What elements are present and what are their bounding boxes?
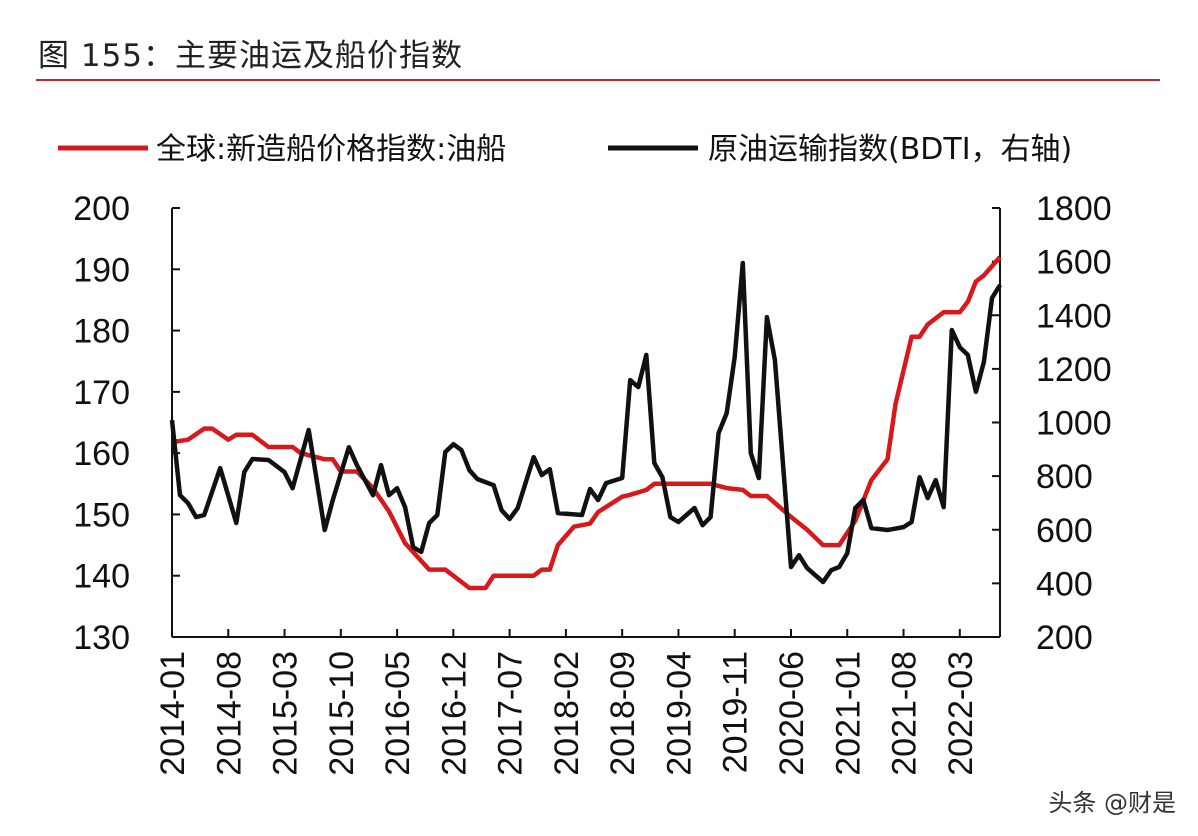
title-divider	[36, 79, 1160, 81]
x-tick-label: 2016-05	[379, 651, 417, 776]
left-tick-label: 190	[73, 251, 130, 289]
x-tick-label: 2021-01	[829, 651, 867, 776]
x-tick-label: 2015-10	[323, 651, 361, 776]
right-tick-label: 1400	[1036, 297, 1112, 335]
x-tick-label: 2014-08	[210, 651, 248, 776]
x-tick-label: 2019-11	[717, 651, 755, 773]
chart-title: 图 155：主要油运及船价指数	[38, 38, 464, 74]
left-tick-label: 180	[73, 313, 130, 351]
right-tick-label: 800	[1036, 458, 1093, 496]
left-tick-label: 150	[73, 496, 130, 534]
right-tick-label: 1800	[1036, 190, 1112, 228]
x-tick-label: 2017-07	[492, 651, 530, 776]
right-tick-label: 400	[1036, 565, 1093, 603]
x-tick-label: 2019-04	[660, 651, 698, 776]
legend-label-bdti: 原油运输指数(BDTI，右轴)	[708, 132, 1072, 167]
legend-label-newbuild-price: 全球:新造船价格指数:油船	[156, 132, 506, 167]
x-tick-label: 2020-06	[773, 651, 811, 776]
x-tick-label: 2018-09	[604, 651, 642, 776]
right-tick-label: 1000	[1036, 405, 1112, 443]
x-tick-label: 2021-08	[886, 651, 924, 776]
right-tick-label: 1200	[1036, 351, 1112, 389]
x-tick-label: 2014-01	[154, 651, 192, 776]
series-line-newbuild-price	[171, 255, 1002, 591]
watermark: 头条 @财是	[1048, 789, 1176, 817]
left-tick-label: 140	[73, 558, 130, 596]
left-tick-label: 130	[73, 619, 130, 657]
series-line-bdti	[169, 260, 1002, 585]
x-tick-label: 2016-12	[435, 651, 473, 776]
right-tick-label: 1600	[1036, 244, 1112, 282]
left-tick-label: 160	[73, 435, 130, 473]
left-tick-label: 170	[73, 374, 130, 412]
x-tick-label: 2015-03	[267, 651, 305, 776]
left-tick-label: 200	[73, 190, 130, 228]
x-tick-label: 2022-03	[942, 651, 980, 776]
right-tick-label: 200	[1036, 619, 1093, 657]
right-tick-label: 600	[1036, 512, 1093, 550]
x-tick-label: 2018-02	[548, 651, 586, 776]
